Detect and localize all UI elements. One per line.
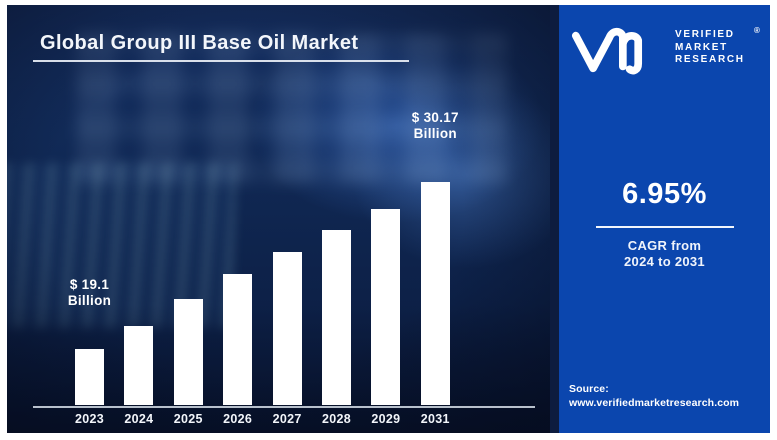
source-attribution: Source: www.verifiedmarketresearch.com [569, 382, 739, 410]
bar-2024 [124, 326, 154, 405]
registered-trademark-symbol: ® [754, 26, 760, 35]
x-tick-2027: 2027 [272, 412, 302, 426]
info-panel: VERIFIED MARKET RESEARCH ® 6.95% CAGR fr… [559, 5, 770, 433]
x-tick-2023: 2023 [74, 412, 104, 426]
value-label-amount: $ 30.17 [411, 110, 459, 125]
source-url[interactable]: www.verifiedmarketresearch.com [569, 397, 740, 409]
bar-2031 [420, 182, 450, 405]
brand-line-3: RESEARCH [675, 54, 745, 65]
x-tick-2031: 2031 [420, 412, 450, 426]
background-lab-shelf [77, 33, 507, 183]
x-axis-line [33, 406, 535, 408]
bar-2028 [322, 230, 351, 405]
source-label: Source: [569, 383, 609, 395]
x-tick-2029: 2029 [371, 412, 401, 426]
value-label-unit: Billion [67, 293, 112, 308]
x-tick-2024: 2024 [124, 412, 154, 426]
brand-wordmark: VERIFIED MARKET RESEARCH [675, 29, 745, 67]
vm-monogram-icon [571, 27, 643, 75]
brand-line-1: VERIFIED [675, 29, 735, 40]
content-frame: Global Group III Base Oil Market 2023 $ 1… [7, 5, 770, 433]
cagr-caption: CAGR from 2024 to 2031 [559, 238, 770, 270]
brand-line-2: MARKET [675, 41, 728, 53]
panel-divider [550, 5, 559, 433]
bar-2027 [272, 252, 302, 405]
title-underline [33, 60, 409, 62]
bar-2029 [371, 209, 401, 405]
x-tick-2028: 2028 [321, 412, 351, 426]
value-label-2023: $ 19.1 Billion [68, 277, 111, 309]
x-tick-2026: 2026 [223, 412, 253, 426]
cagr-value: 6.95% [622, 178, 707, 210]
value-label-amount: $ 19.1 [69, 277, 110, 292]
cagr-underline [595, 226, 734, 228]
page-title: Global Group III Base Oil Market [40, 32, 359, 54]
x-tick-2025: 2025 [173, 412, 203, 426]
value-label-unit: Billion [413, 126, 457, 141]
cagr-caption-line-1: CAGR from [627, 238, 702, 253]
bar-2025 [173, 299, 203, 405]
cagr-caption-line-2: 2024 to 2031 [624, 254, 705, 269]
chart-panel: Global Group III Base Oil Market 2023 $ 1… [7, 5, 550, 433]
value-label-2031: $ 30.17 Billion [412, 110, 459, 142]
brand-logo: VERIFIED MARKET RESEARCH ® [571, 25, 763, 77]
bar-2026 [223, 274, 253, 405]
bar-2023 [75, 349, 104, 405]
